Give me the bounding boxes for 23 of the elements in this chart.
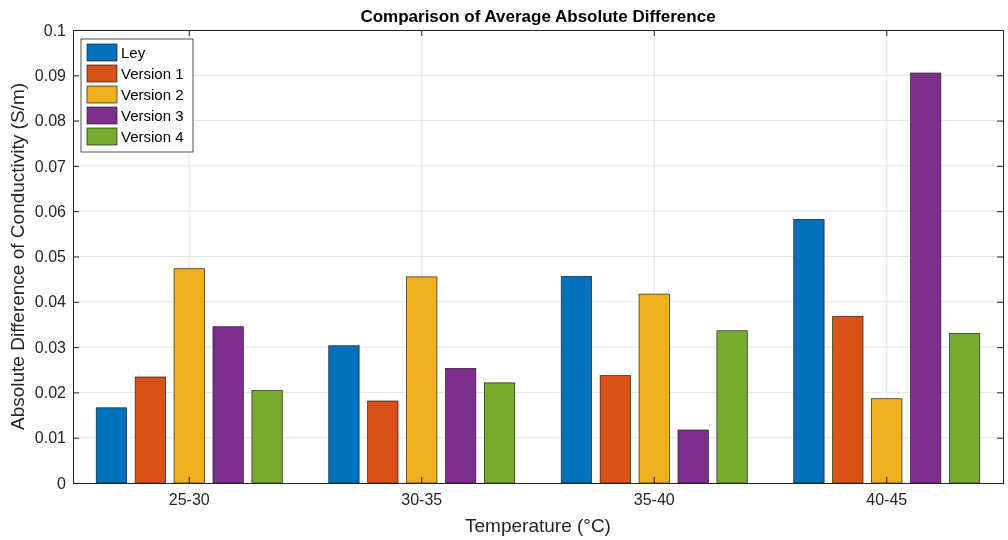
y-axis-title: Absolute Difference of Conductivity (S/m) — [7, 82, 28, 431]
legend-label: Version 1 — [121, 65, 184, 82]
y-tick-label: 0 — [57, 474, 67, 492]
chart-title: Comparison of Average Absolute Difference — [360, 7, 716, 26]
legend-label: Version 3 — [121, 107, 184, 124]
y-tick-label: 0.01 — [34, 429, 67, 447]
x-tick-label: 35-40 — [633, 491, 675, 509]
legend-label: Version 2 — [121, 86, 184, 103]
y-tick-label: 0.04 — [34, 293, 67, 311]
legend-label: Ley — [121, 44, 146, 61]
y-tick-label: 0.07 — [34, 157, 67, 175]
y-tick-label: 0.03 — [34, 338, 67, 356]
y-tick-label: 0.05 — [34, 248, 67, 266]
x-tick-label: 40-45 — [866, 491, 908, 509]
legend-label: Version 4 — [121, 128, 184, 145]
x-tick-label: 25-30 — [168, 491, 210, 509]
x-tick-label: 30-35 — [401, 491, 443, 509]
x-axis-title: Temperature (°C) — [465, 515, 611, 536]
y-tick-label: 0.08 — [34, 112, 67, 130]
y-tick-label: 0.06 — [34, 202, 67, 220]
y-tick-label: 0.09 — [34, 66, 67, 84]
y-tick-label: 0.02 — [34, 384, 67, 402]
y-tick-label: 0.1 — [43, 21, 67, 39]
